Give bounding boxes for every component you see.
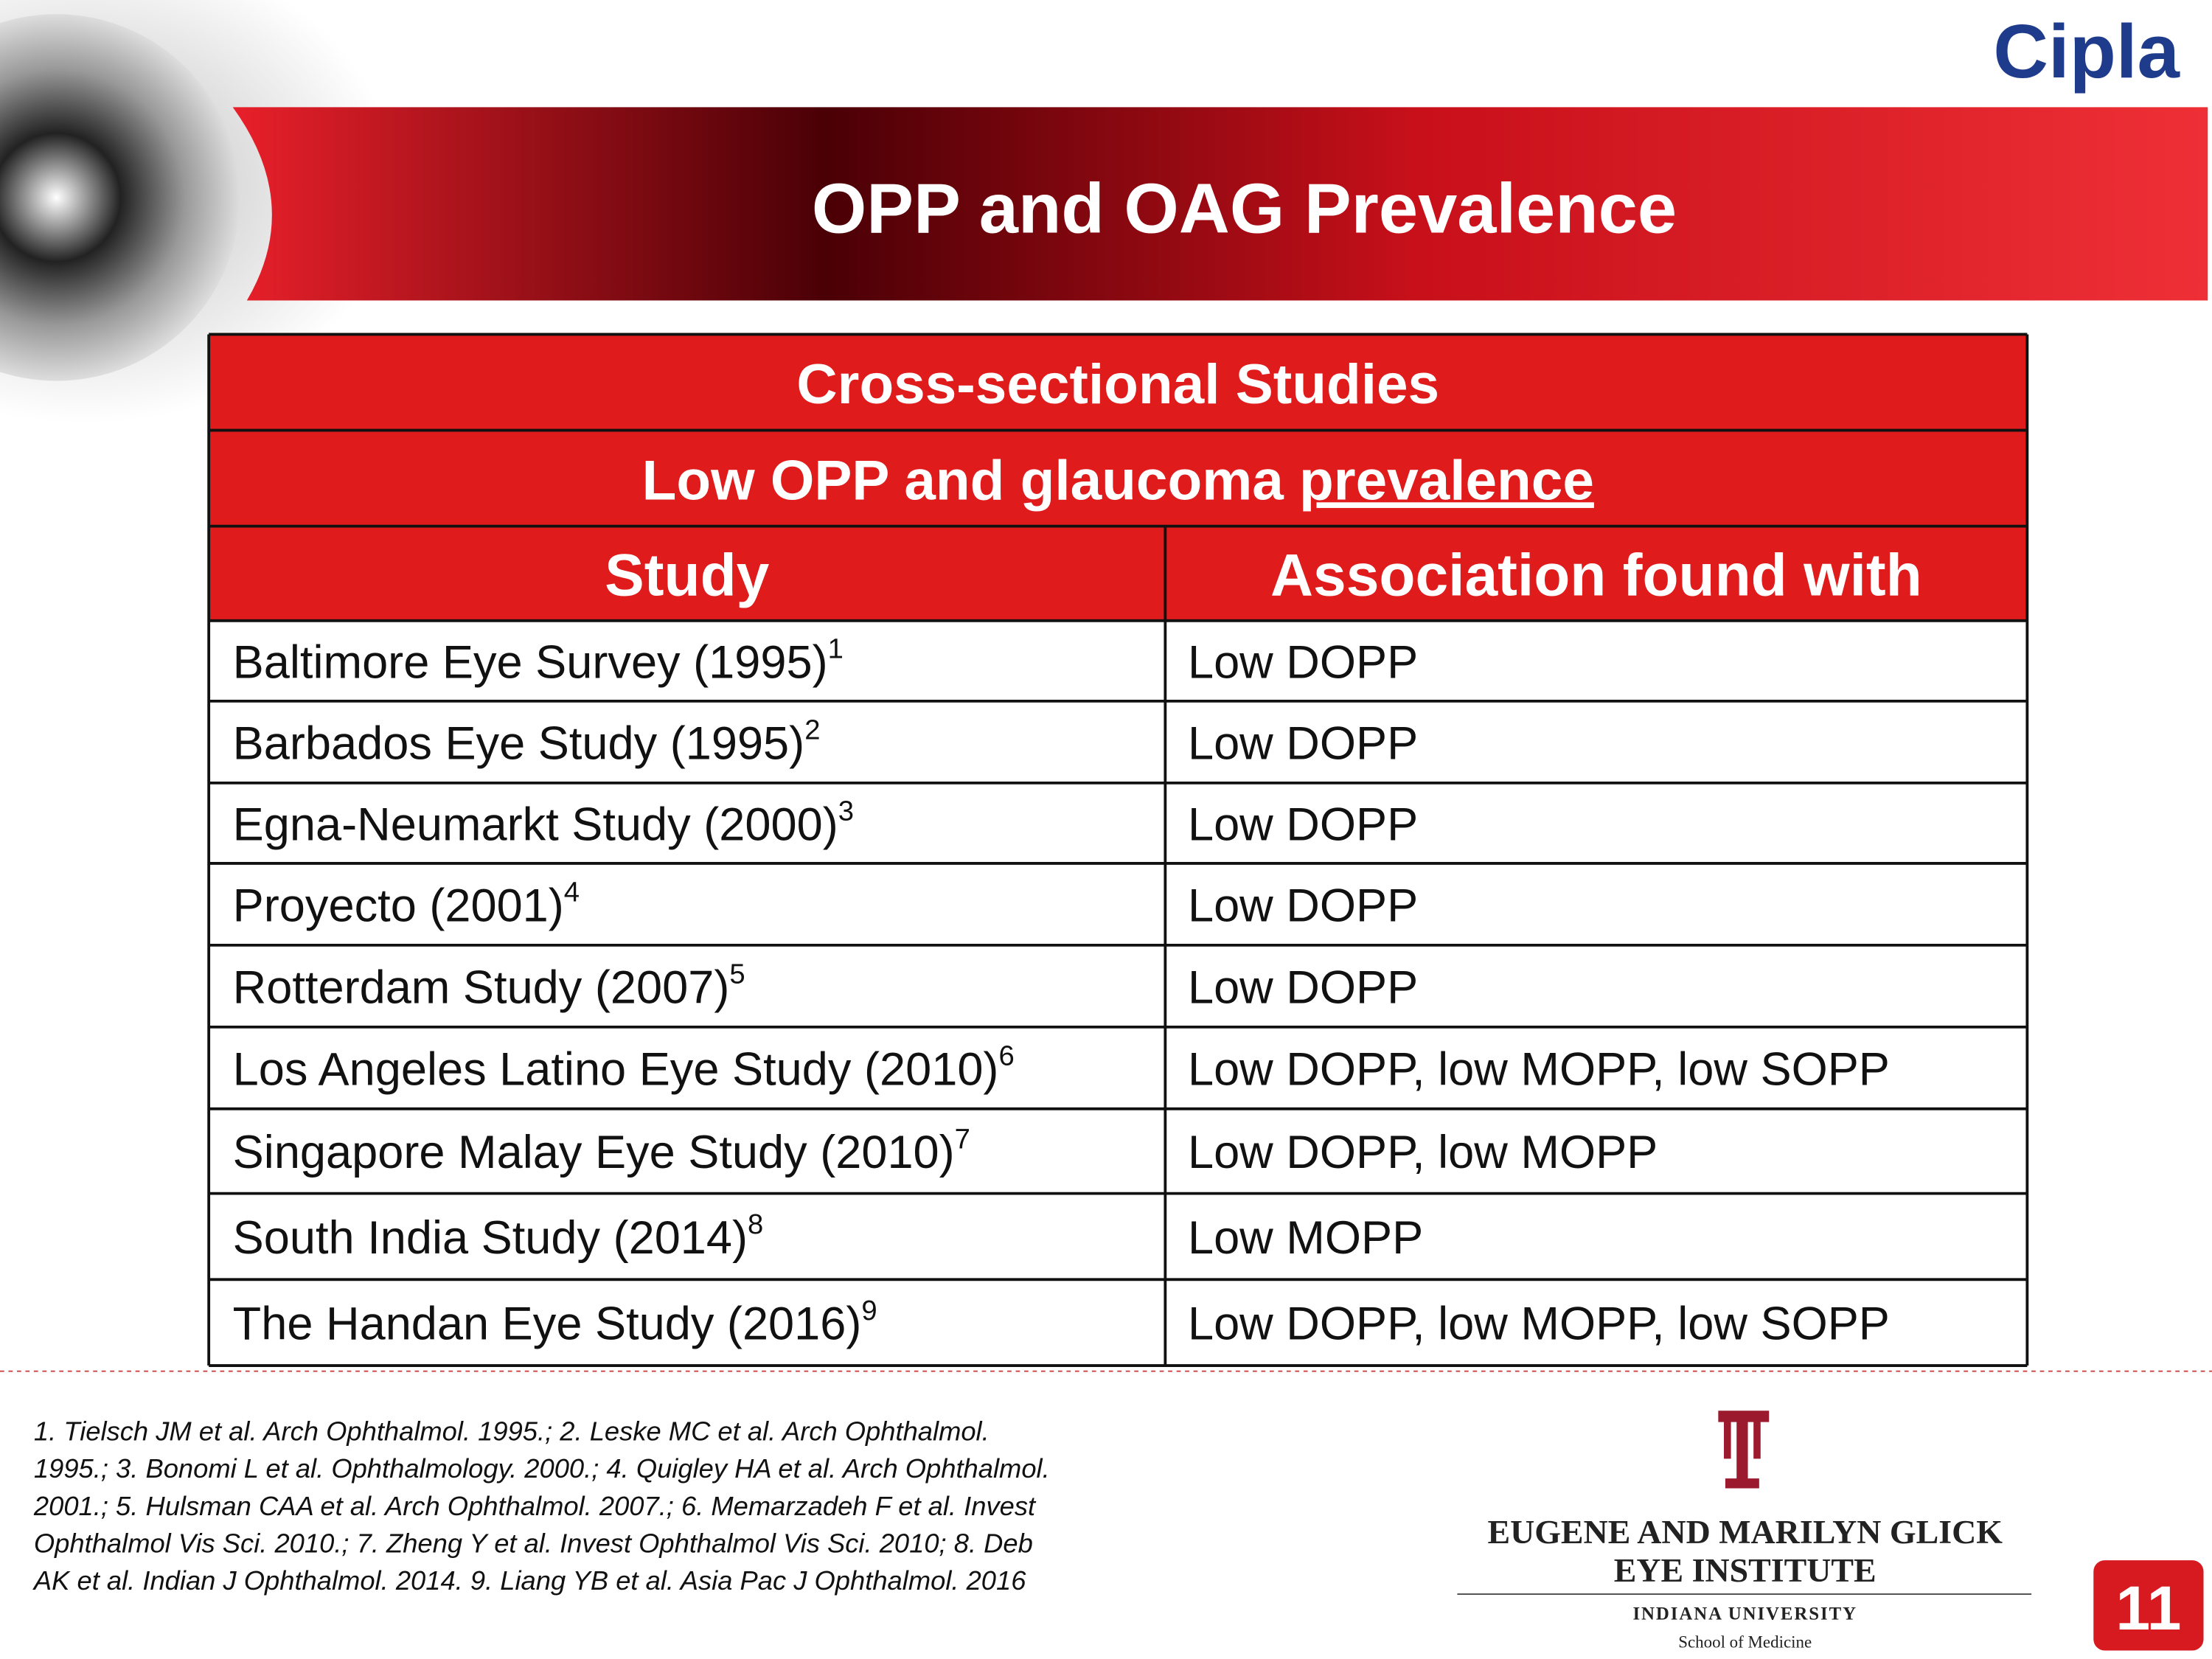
footnotes: 1. Tielsch JM et al. Arch Ophthalmol. 19… xyxy=(32,1416,1050,1596)
study-cell: The Handan Eye Study (2016)9 xyxy=(233,1295,877,1350)
study-name: Baltimore Eye Survey (1995) xyxy=(233,636,828,688)
reference: 8 xyxy=(748,1208,763,1240)
table: Cross-sectional Studies Low OPP and glauc… xyxy=(207,333,2029,1367)
study-cell: Baltimore Eye Survey (1995)1 xyxy=(233,633,844,689)
association-cell: Low DOPP xyxy=(1188,880,1418,931)
study-cell: Proyecto (2001)4 xyxy=(233,877,580,932)
association-cell: Low DOPP xyxy=(1188,636,1418,688)
footnote-line: AK et al. Indian J Ophthalmol. 2014. 9. … xyxy=(32,1565,1026,1596)
study-cell: Singapore Malay Eye Study (2010)7 xyxy=(233,1123,970,1178)
study-cell: South India Study (2014)8 xyxy=(233,1208,764,1264)
title: OPP and OAG Prevalence xyxy=(812,170,1677,248)
study-name: Egna-Neumarkt Study (2000) xyxy=(233,799,838,850)
association-cell: Low DOPP xyxy=(1188,961,1418,1013)
study-name: Los Angeles Latino Eye Study (2010) xyxy=(233,1043,999,1095)
study-cell: Los Angeles Latino Eye Study (2010)6 xyxy=(233,1040,1015,1096)
study-name: Proyecto (2001) xyxy=(233,880,564,931)
table-subcaption: Low OPP and glaucoma prevalence xyxy=(642,449,1594,512)
eye-image xyxy=(0,14,240,381)
reference: 6 xyxy=(998,1040,1014,1072)
study-name: Rotterdam Study (2007) xyxy=(233,961,730,1013)
association-cell: Low DOPP, low MOPP, low SOPP xyxy=(1188,1298,1890,1350)
footnote-line: Ophthalmol Vis Sci. 2010.; 7. Zheng Y et… xyxy=(34,1528,1033,1559)
study-name: The Handan Eye Study (2016) xyxy=(233,1298,862,1350)
study-name: South India Study (2014) xyxy=(233,1212,748,1264)
table-caption: Cross-sectional Studies xyxy=(796,353,1439,416)
title-band xyxy=(232,107,2208,301)
institute-name: EYE INSTITUTE xyxy=(1614,1551,1877,1589)
study-cell: Rotterdam Study (2007)5 xyxy=(233,959,745,1014)
footnote-line: 2001.; 5. Hulsman CAA et al. Arch Ophtha… xyxy=(33,1491,1037,1521)
column-header: Study xyxy=(605,542,769,608)
footnote-line: 1995.; 3. Bonomi L et al. Ophthalmology.… xyxy=(34,1453,1050,1484)
page-number: 11 xyxy=(2115,1573,2181,1643)
reference: 9 xyxy=(861,1295,877,1326)
school: School of Medicine xyxy=(1678,1633,1812,1652)
reference: 1 xyxy=(828,633,844,665)
reference: 3 xyxy=(838,796,854,827)
study-cell: Barbados Eye Study (1995)2 xyxy=(233,714,821,770)
institute-logo: EUGENE AND MARILYN GLICK EYE INSTITUTE I… xyxy=(1457,1411,2032,1652)
column-header: Association found with xyxy=(1270,542,1922,608)
header-bg xyxy=(209,334,2028,621)
association-cell: Low DOPP xyxy=(1188,799,1418,850)
study-name: Singapore Malay Eye Study (2010) xyxy=(233,1127,955,1178)
study-cell: Egna-Neumarkt Study (2000)3 xyxy=(233,796,854,851)
study-name: Barbados Eye Study (1995) xyxy=(233,717,805,769)
university: INDIANA UNIVERSITY xyxy=(1632,1604,1857,1624)
subcaption-text: Low OPP and glaucoma xyxy=(642,449,1285,512)
footnote-line: 1. Tielsch JM et al. Arch Ophthalmol. 19… xyxy=(34,1416,990,1446)
reference: 4 xyxy=(564,877,580,908)
reference: 5 xyxy=(729,959,745,990)
association-cell: Low MOPP xyxy=(1188,1212,1423,1264)
association-cell: Low DOPP xyxy=(1188,717,1418,769)
reference: 7 xyxy=(955,1123,970,1155)
association-cell: Low DOPP, low MOPP, low SOPP xyxy=(1188,1043,1890,1095)
association-cell: Low DOPP, low MOPP xyxy=(1188,1127,1658,1178)
iu-mark xyxy=(1718,1411,1770,1489)
page-badge xyxy=(2093,1560,2204,1651)
logo: Cipla xyxy=(1993,8,2180,94)
reference: 2 xyxy=(804,714,820,746)
subcaption-underlined: prevalence xyxy=(1299,449,1594,512)
institute-name: EUGENE AND MARILYN GLICK xyxy=(1487,1513,2003,1551)
